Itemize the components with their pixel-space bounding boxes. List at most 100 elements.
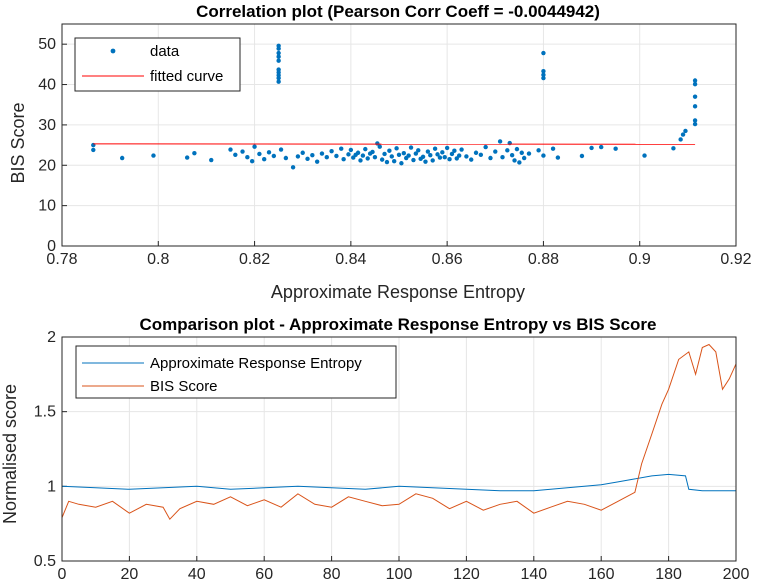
data-point [283,155,289,161]
x-tick-label: 0.88 [528,251,559,268]
y-tick-label: 2 [47,329,56,346]
x-tick-label: 100 [386,566,413,583]
data-point [348,147,354,153]
data-point [319,151,325,156]
data-point [382,151,387,157]
data-point [370,149,375,155]
comparison-plot-title: Comparison plot - Approximate Response E… [139,315,656,334]
data-point [683,128,688,134]
data-point [276,75,281,81]
data-point [589,145,594,151]
data-point [228,147,233,152]
correlation-plot-title: Correlation plot (Pearson Corr Coeff = -… [196,2,600,21]
data-point [478,152,484,157]
data-point [440,150,445,155]
data-point [692,78,698,83]
data-point [420,154,426,159]
data-point [642,153,647,158]
y-tick-label: 0.5 [34,553,56,570]
data-point [408,145,414,150]
correlation-plot: Correlation plot (Pearson Corr Coeff = -… [8,2,752,302]
legend-fit-label: fitted curve [150,68,223,85]
y-tick-label: 0 [47,238,56,255]
data-point [555,155,561,160]
data-point [509,152,515,158]
data-point [521,155,527,161]
x-tick-label: 140 [520,566,547,583]
x-tick-label: 20 [121,566,139,583]
y-tick-label: 20 [38,157,56,174]
data-point [245,155,250,160]
data-point [452,148,457,153]
data-point [541,153,546,158]
data-point [680,132,686,137]
data-point [517,160,522,165]
data-point [355,150,361,155]
x-tick-label: 60 [255,566,273,583]
data-point [363,146,368,152]
data-point [447,157,452,162]
data-point [240,149,245,154]
data-point [375,141,380,146]
data-point [512,158,517,163]
data-point [444,145,450,151]
data-point [334,153,339,159]
data-point [493,149,498,154]
comparison-plot-legend-box [75,345,397,399]
data-point [391,159,397,164]
data-point [413,151,419,156]
data-point [692,81,698,87]
data-point [276,50,281,56]
data-point [423,159,428,164]
data-point [339,146,344,151]
x-tick-label: 200 [723,566,750,583]
data-point [290,165,296,170]
data-point [276,54,281,59]
data-point [278,147,284,152]
data-point [119,155,125,161]
data-point [387,148,392,153]
x-tick-label: 40 [188,566,206,583]
comparison-plot: Comparison plot - Approximate Response E… [0,315,749,583]
x-tick-label: 0.86 [432,251,463,268]
data-point [541,69,546,74]
comparison-plot-legend: Approximate Response Entropy BIS Score [75,345,397,399]
data-point [473,150,479,155]
data-point [192,150,197,156]
data-point [310,152,315,158]
data-point [579,153,585,159]
data-point [519,150,524,155]
x-tick-label: 0 [58,566,67,583]
data-point [252,144,257,149]
data-point [488,155,493,161]
data-point [456,153,462,158]
data-point [430,158,435,163]
data-point [314,159,320,164]
y-tick-label: 10 [38,198,56,215]
x-tick-label: 0.84 [335,251,366,268]
correlation-plot-xlabel: Approximate Response Entropy [271,282,525,302]
data-point [671,146,676,151]
data-point [435,152,440,157]
data-point [305,156,310,162]
data-point [257,151,262,157]
y-tick-label: 50 [38,36,56,53]
correlation-plot-marks [91,43,698,170]
entropy-series-line [61,473,736,492]
data-point [678,137,683,142]
data-point [300,150,305,155]
data-point [406,153,411,158]
x-tick-label: 0.9 [629,251,651,268]
data-point [151,153,156,158]
data-point [449,151,455,157]
legend-bis-label: BIS Score [150,378,218,395]
data-point [271,153,277,159]
comparison-plot-marks [61,343,737,521]
x-tick-label: 0.78 [46,251,77,268]
data-point [209,157,214,163]
y-tick-label: 40 [38,77,56,94]
correlation-plot-legend: data fitted curve [74,37,241,92]
data-point [526,151,532,156]
x-tick-label: 80 [323,566,341,583]
